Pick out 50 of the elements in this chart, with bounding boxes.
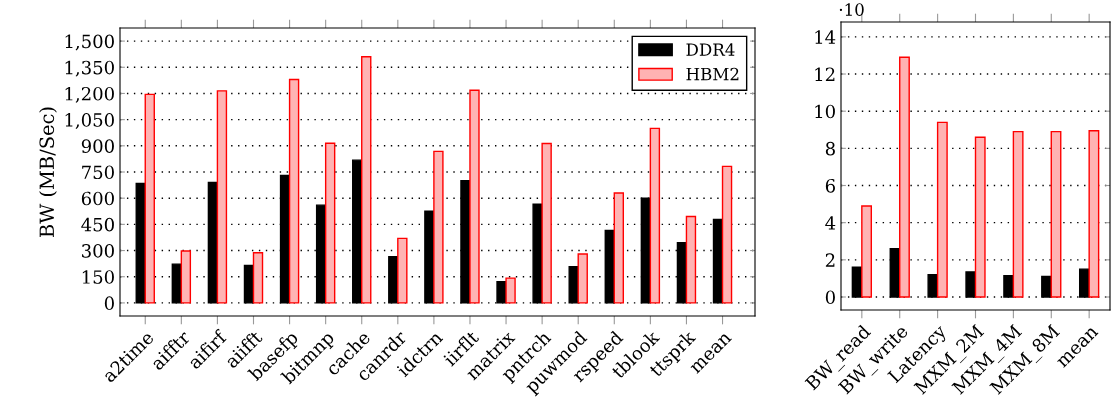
y-tick-label: 750 bbox=[82, 165, 114, 180]
bar bbox=[974, 136, 986, 298]
bar bbox=[433, 150, 444, 304]
bar bbox=[144, 93, 155, 304]
y-tick-label: 10 bbox=[815, 104, 835, 119]
y-tick-label: 150 bbox=[82, 270, 114, 284]
y-axis-title: BW (MB/Sec) bbox=[39, 107, 57, 237]
bar bbox=[252, 252, 264, 304]
y-tick-label: 1,200 bbox=[65, 86, 114, 103]
bar bbox=[1050, 130, 1062, 298]
bar bbox=[613, 192, 625, 304]
bar bbox=[965, 271, 977, 298]
legend-label: DDR4 bbox=[686, 43, 735, 56]
y-tick-label: 4 bbox=[825, 216, 836, 230]
bar bbox=[288, 78, 300, 304]
y-tick-label: 0 bbox=[825, 290, 835, 305]
y-tick-label: 14 bbox=[815, 30, 836, 44]
bar bbox=[216, 90, 228, 304]
y-tick-label: 0 bbox=[104, 296, 114, 311]
y-tick-label: 600 bbox=[81, 191, 114, 206]
bar bbox=[541, 142, 552, 304]
y-tick-label: 8 bbox=[825, 141, 835, 156]
bar bbox=[324, 142, 336, 304]
y-tick-label: 450 bbox=[81, 217, 114, 232]
y-tick-label: 6 bbox=[825, 178, 835, 193]
y-tick-label: 1,050 bbox=[65, 113, 114, 129]
y-tick-label: 1,350 bbox=[65, 60, 114, 77]
bar bbox=[577, 253, 588, 304]
y-tick-label: 1,500 bbox=[65, 34, 114, 51]
bar bbox=[861, 205, 873, 298]
bar bbox=[685, 215, 697, 304]
bar bbox=[1088, 130, 1100, 298]
bar bbox=[721, 165, 733, 304]
y-tick-label: 2 bbox=[825, 253, 835, 267]
bar bbox=[1041, 275, 1052, 298]
bar bbox=[936, 121, 948, 298]
bar bbox=[469, 89, 480, 304]
bar bbox=[180, 250, 192, 304]
text: ·10 bbox=[839, 3, 864, 16]
y-tick-label: 300 bbox=[82, 244, 114, 258]
bar bbox=[649, 127, 661, 304]
bar bbox=[505, 277, 516, 304]
bar bbox=[397, 237, 408, 304]
bar bbox=[568, 265, 579, 304]
bar bbox=[361, 56, 372, 304]
bar bbox=[899, 56, 910, 298]
y-tick-label: 900 bbox=[81, 139, 114, 153]
y-tick-label: 12 bbox=[815, 67, 835, 81]
legend-label: HBM2 bbox=[686, 67, 739, 81]
bar bbox=[1012, 130, 1024, 298]
